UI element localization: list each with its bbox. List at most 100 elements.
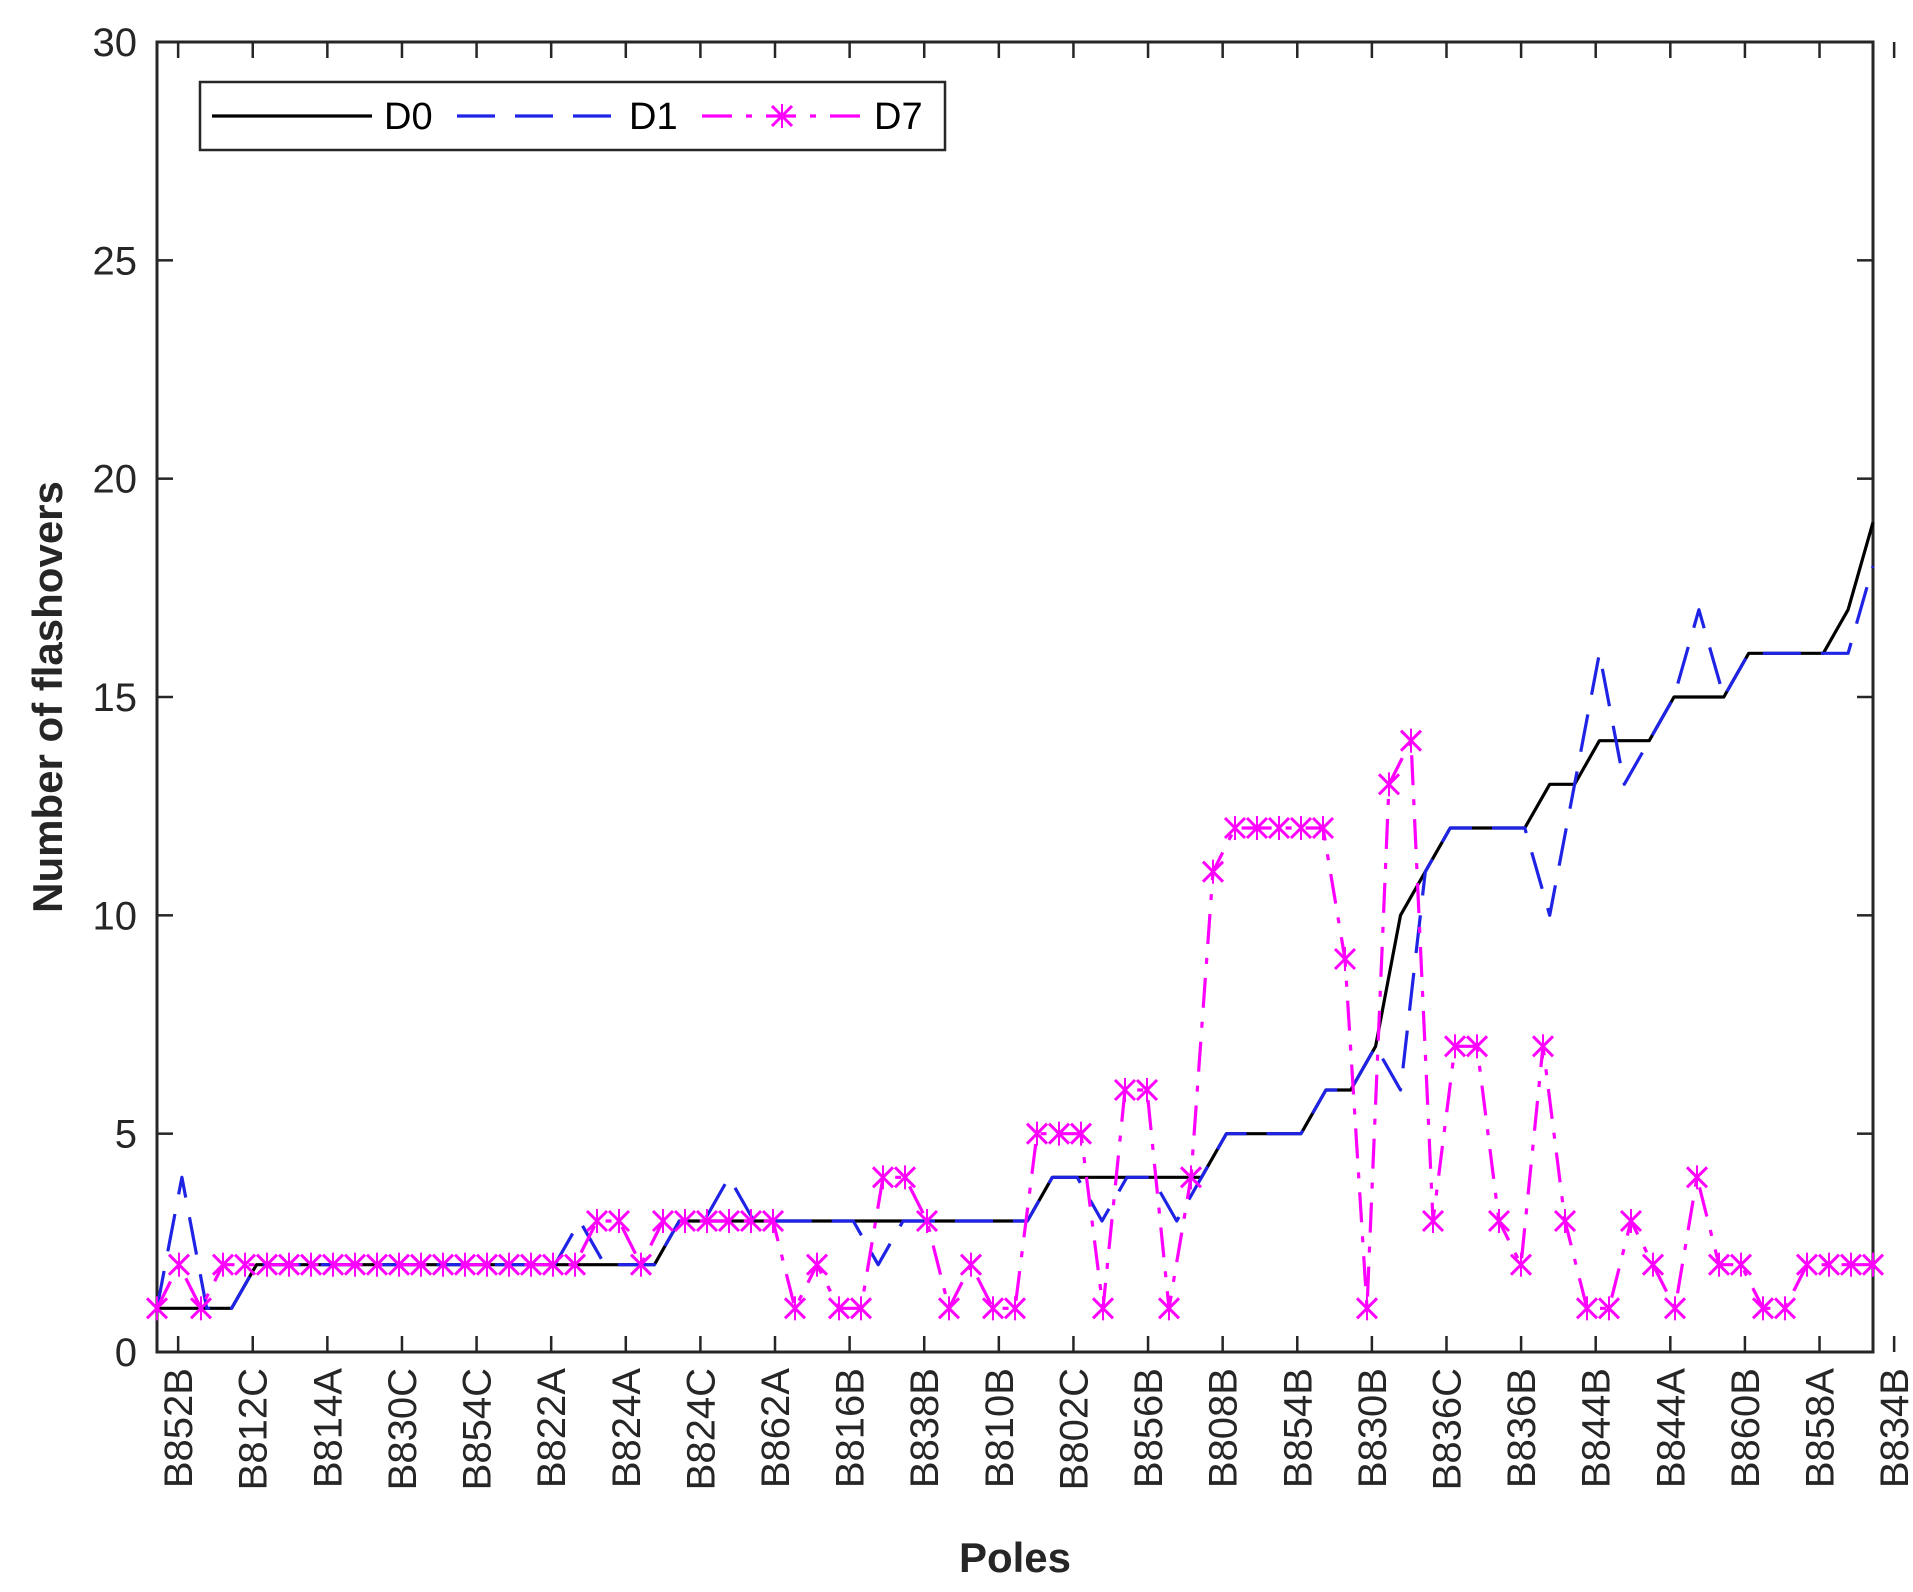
data-point-D7: [1597, 1296, 1621, 1321]
data-point-D7: [1069, 1121, 1093, 1146]
data-point-D7: [1531, 1034, 1555, 1059]
data-point-D7: [1487, 1209, 1511, 1233]
y-tick-label: 20: [93, 458, 138, 502]
data-point-D7: [233, 1252, 257, 1277]
data-point-D7: [541, 1252, 565, 1277]
data-point-D7: [453, 1252, 477, 1277]
data-point-D7: [1267, 816, 1291, 840]
data-point-D7: [1839, 1252, 1863, 1277]
x-tick-label: B852B: [157, 1368, 201, 1488]
data-point-D7: [519, 1252, 543, 1277]
data-point-D7: [343, 1252, 367, 1277]
x-tick-label: B854C: [456, 1368, 500, 1490]
data-point-D7: [695, 1209, 719, 1233]
data-point-D7: [1135, 1078, 1159, 1102]
data-point-D7: [1641, 1252, 1665, 1277]
y-tick-label: 25: [93, 239, 138, 283]
legend-item-D1: D1: [457, 96, 678, 138]
data-point-D7: [1289, 816, 1313, 840]
data-point-D7: [1729, 1252, 1753, 1277]
x-tick-label: B858A: [1799, 1368, 1843, 1488]
legend-item-D7: D7: [702, 96, 923, 138]
data-point-D7: [211, 1252, 235, 1277]
x-axis-label: Poles: [959, 1534, 1071, 1581]
data-point-D7: [387, 1252, 411, 1277]
x-tick-label: B802C: [1052, 1368, 1096, 1490]
x-tick-label: B824C: [679, 1368, 723, 1490]
series-D7: [145, 728, 1885, 1321]
data-point-D7: [321, 1252, 345, 1277]
x-tick-label: B810B: [978, 1368, 1022, 1488]
data-point-D7: [475, 1252, 499, 1277]
data-point-D7: [827, 1296, 851, 1321]
data-point-D7: [189, 1296, 213, 1321]
data-point-D7: [673, 1209, 697, 1233]
y-tick-label: 30: [93, 21, 138, 65]
x-tick-label: B830C: [381, 1368, 425, 1490]
data-point-D7: [409, 1252, 433, 1277]
data-point-D7: [585, 1209, 609, 1233]
y-tick-label: 10: [93, 894, 138, 938]
data-point-D7: [255, 1252, 279, 1277]
data-point-D7: [893, 1165, 917, 1190]
data-point-D7: [981, 1296, 1005, 1321]
y-axis-label: Number of flashovers: [24, 481, 71, 913]
data-point-D7: [1377, 772, 1401, 797]
x-tick-label: B808B: [1202, 1368, 1246, 1488]
data-point-D7: [959, 1252, 983, 1277]
series-layer: [145, 521, 1885, 1321]
data-point-D7: [1421, 1209, 1445, 1233]
data-point-D7: [1685, 1165, 1709, 1190]
data-point-D7: [1663, 1296, 1687, 1321]
data-point-D7: [761, 1209, 785, 1233]
data-point-D7: [1003, 1296, 1027, 1321]
data-point-D7: [651, 1209, 675, 1233]
x-tick-label: B830B: [1351, 1368, 1395, 1488]
data-point-D7: [1355, 1296, 1379, 1321]
data-point-D7: [1707, 1252, 1731, 1277]
data-point-D7: [1179, 1165, 1203, 1190]
data-point-D7: [783, 1296, 807, 1321]
data-point-D7: [805, 1252, 829, 1277]
data-point-D7: [145, 1296, 169, 1321]
legend-label: D7: [874, 96, 923, 138]
data-point-D7: [1861, 1252, 1885, 1277]
data-point-D7: [1223, 816, 1247, 840]
y-tick-label: 0: [115, 1331, 137, 1375]
x-tick-label: B854B: [1276, 1368, 1320, 1488]
data-point-D7: [1575, 1296, 1599, 1321]
data-point-D7: [717, 1209, 741, 1233]
data-point-D7: [277, 1252, 301, 1277]
x-tick-label: B834B: [1873, 1368, 1913, 1488]
data-point-D7: [1509, 1252, 1533, 1277]
legend-label: D1: [629, 96, 678, 138]
x-tick-label: B838B: [903, 1368, 947, 1488]
data-point-D7: [1025, 1121, 1049, 1146]
data-point-D7: [1465, 1034, 1489, 1059]
x-tick-label: B824A: [605, 1368, 649, 1488]
data-point-D7: [1443, 1034, 1467, 1059]
x-tick-label: B862A: [754, 1368, 798, 1488]
data-point-D7: [167, 1252, 191, 1277]
data-point-D7: [1113, 1078, 1137, 1102]
data-point-D7: [1751, 1296, 1775, 1321]
x-tick-label: B822A: [530, 1368, 574, 1488]
data-point-D7: [1619, 1209, 1643, 1233]
data-point-D7: [1047, 1121, 1071, 1146]
data-point-D7: [1773, 1296, 1797, 1321]
data-point-D7: [871, 1165, 895, 1190]
data-point-D7: [299, 1252, 323, 1277]
y-tick-label: 5: [115, 1113, 137, 1157]
data-point-D7: [1795, 1252, 1819, 1277]
data-point-D7: [1157, 1296, 1181, 1321]
data-point-D7: [629, 1252, 653, 1277]
legend-label: D0: [384, 96, 433, 138]
data-point-D7: [563, 1252, 587, 1277]
data-point-D7: [1245, 816, 1269, 840]
x-tick-label: B836B: [1500, 1368, 1544, 1488]
x-tick-label: B812C: [232, 1368, 276, 1490]
legend: D0 D1 D7: [198, 80, 947, 152]
data-point-D7: [431, 1252, 455, 1277]
data-point-D7: [607, 1209, 631, 1233]
